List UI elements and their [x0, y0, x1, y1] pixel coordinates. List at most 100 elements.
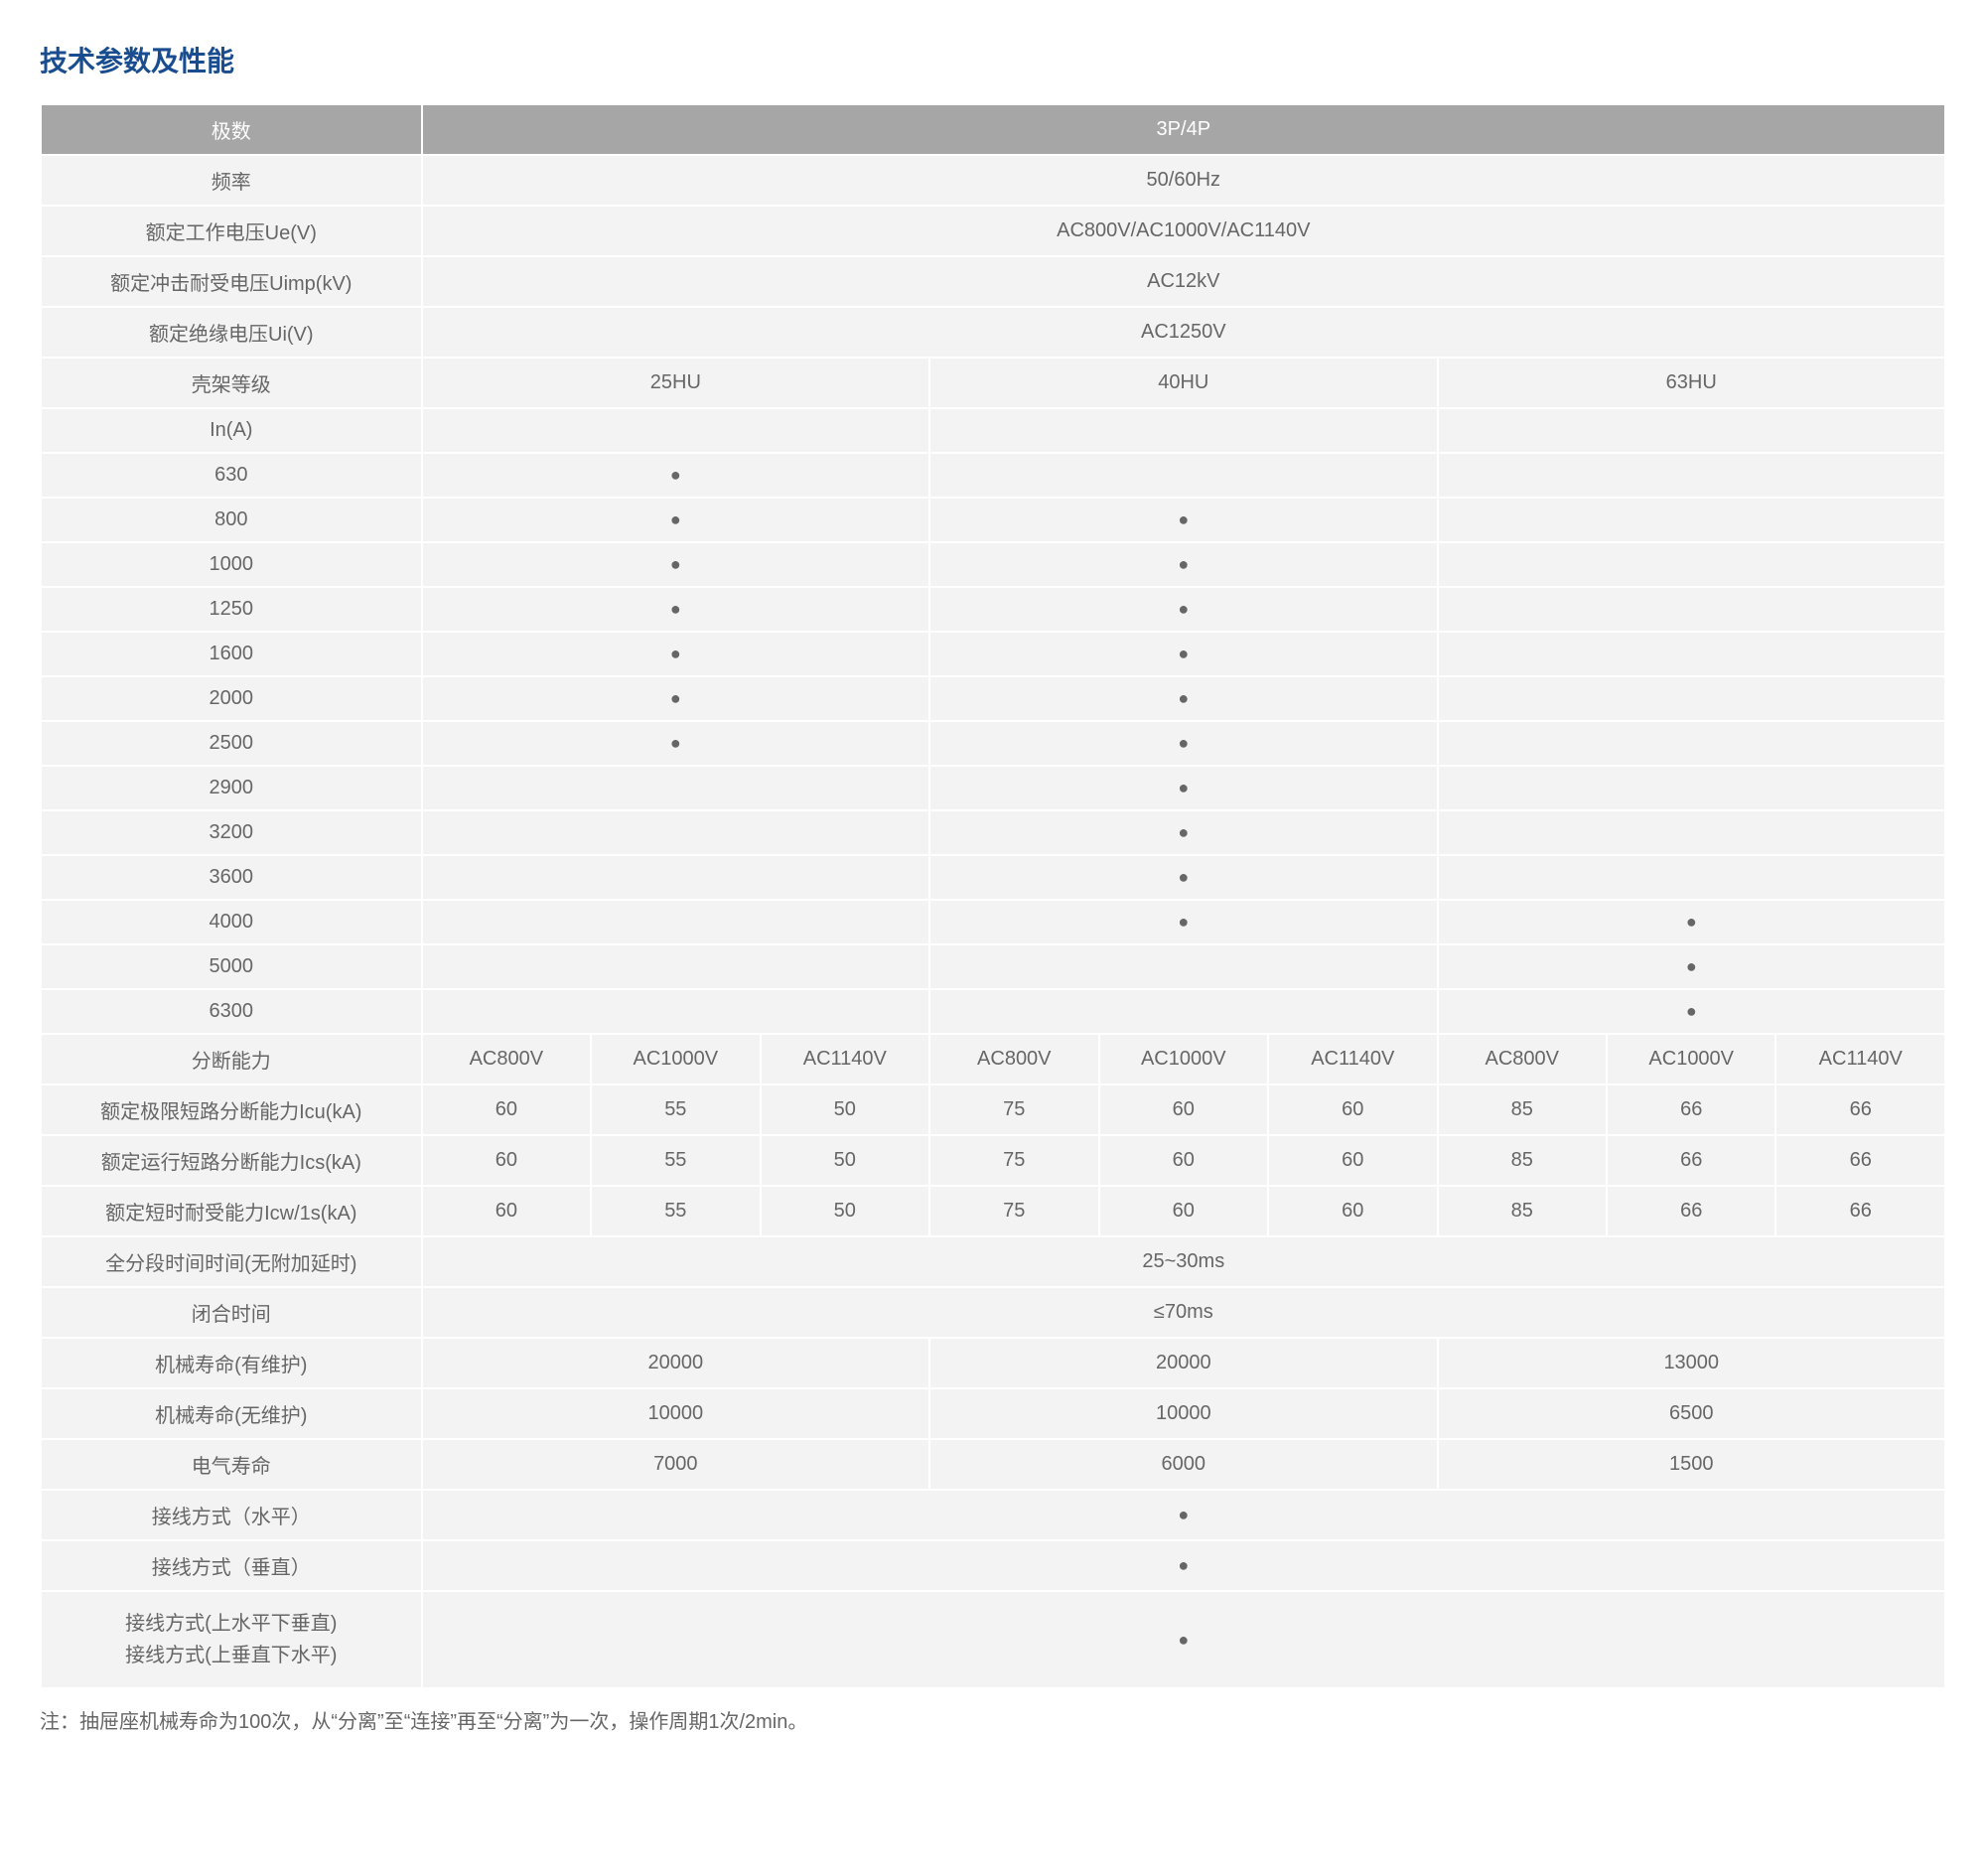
table-cell: 85	[1438, 1084, 1607, 1135]
table-cell: 66	[1775, 1084, 1945, 1135]
table-cell: 2500	[41, 721, 422, 766]
table-cell: ●	[422, 1490, 1945, 1540]
table-cell	[1438, 498, 1946, 542]
table-cell	[1438, 721, 1946, 766]
table-cell: 60	[1268, 1084, 1437, 1135]
table-cell	[929, 453, 1437, 498]
table-cell: 75	[929, 1135, 1098, 1186]
table-cell: ●	[929, 855, 1437, 900]
table-cell: AC800V	[929, 1034, 1098, 1084]
table-cell	[1438, 810, 1946, 855]
table-cell: 1500	[1438, 1439, 1946, 1490]
table-cell	[1438, 766, 1946, 810]
table-cell: ●	[422, 1540, 1945, 1591]
table-cell: 25HU	[422, 358, 929, 408]
table-cell: ●	[422, 498, 929, 542]
table-cell	[1438, 587, 1946, 632]
table-cell: 60	[1268, 1135, 1437, 1186]
table-cell: 60	[1099, 1186, 1268, 1236]
table-cell: ●	[422, 676, 929, 721]
table-cell: ●	[929, 542, 1437, 587]
table-cell	[1438, 453, 1946, 498]
table-cell: 630	[41, 453, 422, 498]
table-cell: ●	[1438, 989, 1946, 1034]
table-cell: ●	[929, 810, 1437, 855]
table-cell: ●	[422, 587, 929, 632]
table-cell: 机械寿命(有维护)	[41, 1338, 422, 1388]
table-cell: 50	[761, 1135, 929, 1186]
table-cell	[422, 900, 929, 944]
table-cell: ●	[422, 542, 929, 587]
table-cell: 66	[1607, 1186, 1775, 1236]
table-cell: 50/60Hz	[422, 155, 1945, 206]
table-cell: 额定冲击耐受电压Uimp(kV)	[41, 256, 422, 307]
table-cell: 额定短时耐受能力Icw/1s(kA)	[41, 1186, 422, 1236]
table-cell: 66	[1775, 1186, 1945, 1236]
table-cell: AC1000V	[1099, 1034, 1268, 1084]
table-cell: 机械寿命(无维护)	[41, 1388, 422, 1439]
table-cell: 闭合时间	[41, 1287, 422, 1338]
table-cell: 1000	[41, 542, 422, 587]
table-cell: 分断能力	[41, 1034, 422, 1084]
table-cell: 75	[929, 1084, 1098, 1135]
table-cell: 3600	[41, 855, 422, 900]
table-cell: 50	[761, 1084, 929, 1135]
table-cell: 13000	[1438, 1338, 1946, 1388]
table-cell: 75	[929, 1186, 1098, 1236]
table-cell: In(A)	[41, 408, 422, 453]
table-cell: 6000	[929, 1439, 1437, 1490]
table-cell: AC800V/AC1000V/AC1140V	[422, 206, 1945, 256]
table-cell: AC1000V	[1607, 1034, 1775, 1084]
table-cell: AC1140V	[761, 1034, 929, 1084]
table-cell: 55	[591, 1084, 760, 1135]
table-cell: 60	[1099, 1084, 1268, 1135]
table-cell: ≤70ms	[422, 1287, 1945, 1338]
table-cell: 3200	[41, 810, 422, 855]
table-cell: AC1140V	[1775, 1034, 1945, 1084]
table-cell: ●	[929, 721, 1437, 766]
table-cell: 60	[422, 1186, 591, 1236]
table-cell: ●	[422, 453, 929, 498]
table-cell: 85	[1438, 1186, 1607, 1236]
table-cell: 接线方式（水平）	[41, 1490, 422, 1540]
spec-table: 极数3P/4P频率50/60Hz额定工作电压Ue(V)AC800V/AC1000…	[40, 103, 1946, 1689]
table-cell: 全分段时间时间(无附加延时)	[41, 1236, 422, 1287]
table-cell: 10000	[422, 1388, 929, 1439]
table-cell: 25~30ms	[422, 1236, 1945, 1287]
table-cell: 20000	[929, 1338, 1437, 1388]
table-cell: ●	[422, 632, 929, 676]
table-cell: AC800V	[422, 1034, 591, 1084]
table-cell: 6500	[1438, 1388, 1946, 1439]
table-cell	[1438, 632, 1946, 676]
table-cell: 额定极限短路分断能力Icu(kA)	[41, 1084, 422, 1135]
table-cell: AC1250V	[422, 307, 1945, 358]
table-cell	[422, 989, 929, 1034]
table-cell: ●	[929, 498, 1437, 542]
table-cell: 额定绝缘电压Ui(V)	[41, 307, 422, 358]
table-cell: 50	[761, 1186, 929, 1236]
table-cell: 电气寿命	[41, 1439, 422, 1490]
table-cell: ●	[422, 721, 929, 766]
table-cell: 66	[1607, 1135, 1775, 1186]
table-cell: ●	[929, 900, 1437, 944]
table-cell: 1600	[41, 632, 422, 676]
table-cell: 10000	[929, 1388, 1437, 1439]
footnote: 注：抽屉座机械寿命为100次，从“分离”至“连接”再至“分离”为一次，操作周期1…	[40, 1705, 1946, 1734]
table-cell: AC12kV	[422, 256, 1945, 307]
table-cell: 3P/4P	[422, 104, 1945, 155]
table-cell: 85	[1438, 1135, 1607, 1186]
table-cell: 额定运行短路分断能力Ics(kA)	[41, 1135, 422, 1186]
table-cell: 800	[41, 498, 422, 542]
table-cell: 55	[591, 1135, 760, 1186]
table-cell: 40HU	[929, 358, 1437, 408]
table-cell: 5000	[41, 944, 422, 989]
table-cell: 2000	[41, 676, 422, 721]
table-cell	[929, 989, 1437, 1034]
table-cell: ●	[1438, 944, 1946, 989]
table-cell	[1438, 855, 1946, 900]
table-cell	[1438, 408, 1946, 453]
table-cell: 极数	[41, 104, 422, 155]
table-cell	[422, 944, 929, 989]
table-cell	[1438, 542, 1946, 587]
table-cell	[422, 855, 929, 900]
